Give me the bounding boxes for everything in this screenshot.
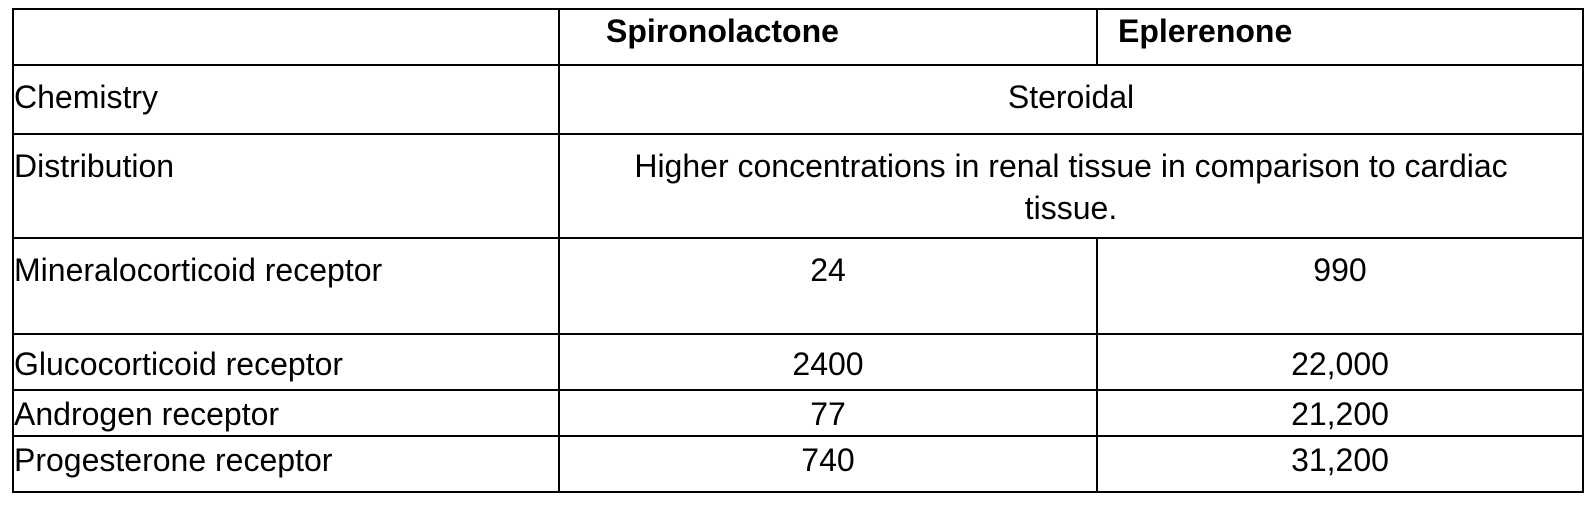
comparison-table: Spironolactone Eplerenone Chemistry Ster… [12, 8, 1584, 493]
row-label: Chemistry [12, 64, 560, 135]
table-row: Androgen receptor 77 21,200 [12, 389, 1584, 437]
row-label: Distribution [12, 133, 560, 239]
eplerenone-value: 990 [1096, 237, 1584, 335]
shared-value-cell: Steroidal [558, 64, 1584, 135]
header-spironolactone: Spironolactone [558, 8, 1098, 66]
table-row: Distribution Higher concentrations in re… [12, 133, 1584, 239]
table-row: Progesterone receptor 740 31,200 [12, 435, 1584, 493]
spironolactone-value-text: 24 [810, 252, 846, 288]
shared-value-text: Steroidal [1007, 79, 1135, 115]
spironolactone-value-text: 77 [810, 396, 846, 432]
header-eplerenone: Eplerenone [1096, 8, 1584, 66]
row-label-text: Glucocorticoid receptor [14, 346, 344, 382]
row-label-text: Mineralocorticoid receptor [14, 252, 383, 288]
spironolactone-value: 24 [558, 237, 1098, 335]
eplerenone-value-text: 31,200 [1291, 442, 1389, 478]
row-label: Glucocorticoid receptor [12, 333, 560, 391]
spironolactone-value-text: 740 [801, 442, 855, 478]
table-row: Chemistry Steroidal [12, 64, 1584, 135]
row-label-text: Progesterone receptor [14, 442, 333, 478]
spironolactone-value: 2400 [558, 333, 1098, 391]
row-label: Progesterone receptor [12, 435, 560, 493]
row-label-text: Distribution [14, 148, 175, 184]
table-row: Mineralocorticoid receptor 24 990 [12, 237, 1584, 335]
header-row: Spironolactone Eplerenone [12, 8, 1584, 66]
eplerenone-value-text: 21,200 [1291, 396, 1389, 432]
row-label-text: Androgen receptor [14, 396, 280, 432]
eplerenone-value: 31,200 [1096, 435, 1584, 493]
eplerenone-value: 21,200 [1096, 389, 1584, 437]
spironolactone-value: 77 [558, 389, 1098, 437]
shared-value-text: Higher concentrations in renal tissue in… [634, 148, 1508, 226]
eplerenone-value-text: 990 [1313, 252, 1367, 288]
spironolactone-value-text: 2400 [792, 346, 864, 382]
row-label-text: Chemistry [14, 79, 159, 115]
eplerenone-value: 22,000 [1096, 333, 1584, 391]
shared-value-cell: Higher concentrations in renal tissue in… [558, 133, 1584, 239]
row-label: Androgen receptor [12, 389, 560, 437]
spironolactone-value: 740 [558, 435, 1098, 493]
row-label: Mineralocorticoid receptor [12, 237, 560, 335]
eplerenone-value-text: 22,000 [1291, 346, 1389, 382]
table-row: Glucocorticoid receptor 2400 22,000 [12, 333, 1584, 391]
corner-cell [12, 8, 560, 66]
